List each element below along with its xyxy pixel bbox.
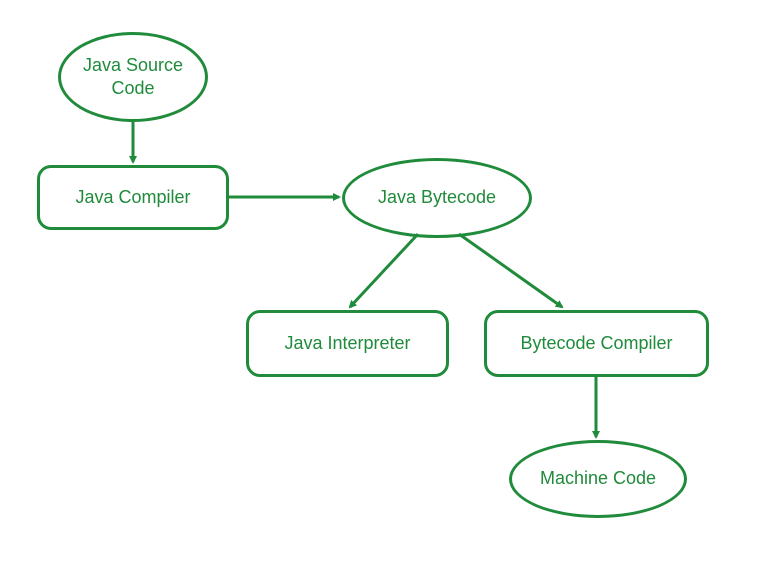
node-bcompiler: Bytecode Compiler: [484, 310, 709, 377]
node-label-source: Java SourceCode: [83, 54, 183, 101]
node-label-bcompiler: Bytecode Compiler: [520, 332, 672, 355]
node-label-interpreter: Java Interpreter: [284, 332, 410, 355]
node-machine: Machine Code: [509, 440, 687, 518]
node-interpreter: Java Interpreter: [246, 310, 449, 377]
edge-bytecode-bcompiler: [459, 234, 562, 307]
node-source: Java SourceCode: [58, 32, 208, 122]
node-bytecode: Java Bytecode: [342, 158, 532, 238]
node-label-machine: Machine Code: [540, 467, 656, 490]
node-compiler: Java Compiler: [37, 165, 229, 230]
node-label-bytecode: Java Bytecode: [378, 186, 496, 209]
node-label-compiler: Java Compiler: [75, 186, 190, 209]
edge-bytecode-interpreter: [350, 234, 418, 307]
